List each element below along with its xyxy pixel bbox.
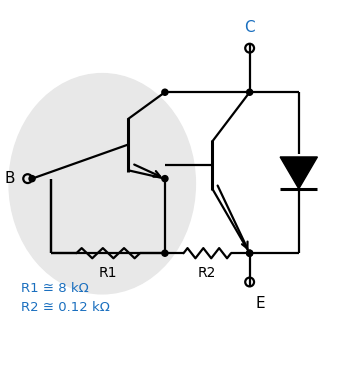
Circle shape bbox=[29, 176, 35, 182]
Polygon shape bbox=[280, 157, 318, 189]
Ellipse shape bbox=[9, 74, 195, 294]
Text: B: B bbox=[4, 171, 15, 186]
Text: R1 ≅ 8 kΩ
R2 ≅ 0.12 kΩ: R1 ≅ 8 kΩ R2 ≅ 0.12 kΩ bbox=[21, 282, 110, 314]
Circle shape bbox=[247, 89, 253, 95]
Circle shape bbox=[162, 89, 168, 95]
Text: R1: R1 bbox=[99, 266, 117, 280]
Circle shape bbox=[247, 250, 253, 256]
Circle shape bbox=[162, 250, 168, 256]
Text: E: E bbox=[256, 296, 265, 311]
Circle shape bbox=[247, 250, 253, 256]
Circle shape bbox=[162, 176, 168, 182]
Text: C: C bbox=[244, 20, 255, 35]
Text: R2: R2 bbox=[198, 266, 216, 280]
